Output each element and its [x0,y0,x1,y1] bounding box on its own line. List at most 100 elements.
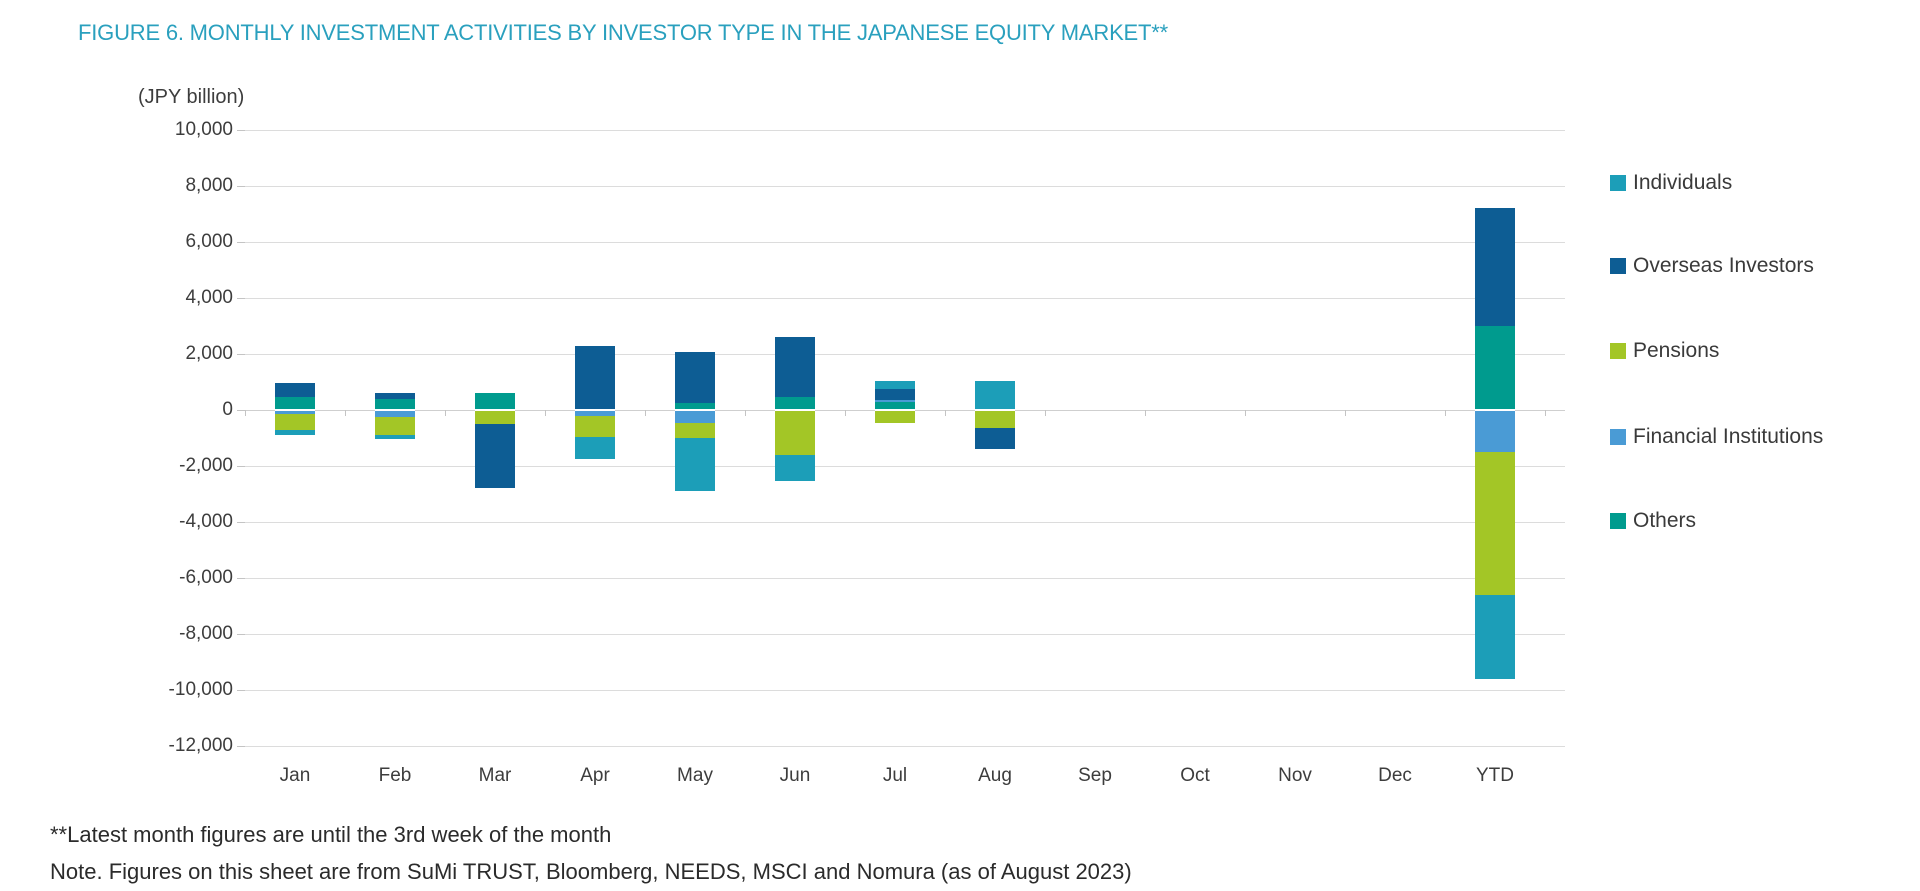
category-boundary-tick [1345,410,1346,416]
zero-line-over-bar [875,409,915,411]
zero-line-over-bar [375,409,415,411]
category-boundary-tick [945,410,946,416]
bar-segment-jan-overseas-investors [275,383,315,398]
bar-segment-ytd-overseas-investors [1475,208,1515,326]
y-tick-label: 0 [222,399,233,420]
footnote-latest-month: **Latest month figures are until the 3rd… [50,822,612,847]
y-tick-label: 2,000 [185,343,233,364]
y-axis-tick [237,466,245,467]
gridline-8,000 [245,186,1565,187]
bar-segment-feb-overseas-investors [375,393,415,399]
gridline--10,000 [245,690,1565,691]
category-boundary-tick [1245,410,1246,416]
legend-item-pensions: Pensions [1610,339,1719,363]
bar-segment-jun-overseas-investors [775,337,815,398]
x-axis-label-feb: Feb [378,765,412,786]
y-tick-label: -12,000 [168,735,233,756]
zero-line-over-bar [1475,409,1515,411]
bar-segment-jul-others [875,401,915,410]
y-axis-tick [237,634,245,635]
bar-segment-mar-others [475,393,515,410]
x-axis-label-may: May [677,765,713,786]
gridline--4,000 [245,522,1565,523]
x-axis-label-jul: Jul [882,765,908,786]
zero-line-over-bar [775,409,815,411]
gridline-4,000 [245,298,1565,299]
zero-line-over-bar [975,409,1015,411]
y-axis-tick [237,186,245,187]
y-axis-tick [237,242,245,243]
legend-label-financial-institutions: Financial Institutions [1633,425,1824,448]
category-boundary-tick [845,410,846,416]
bar-segment-aug-overseas-investors [975,428,1015,450]
zero-line-over-bar [675,409,715,411]
legend-swatch-individuals [1610,175,1626,191]
y-axis-tick [237,354,245,355]
bar-segment-mar-pensions [475,410,515,424]
bar-segment-may-financial-institutions [675,410,715,423]
bar-segment-apr-overseas-investors [575,345,615,410]
bar-segment-jan-others [275,397,315,410]
legend-swatch-pensions [1610,343,1626,359]
x-axis-label-sep: Sep [1078,765,1112,786]
bar-segment-jun-pensions [775,410,815,455]
bar-segment-aug-pensions [975,410,1015,429]
y-tick-label: 4,000 [185,287,233,308]
zero-line-over-bar [475,409,515,411]
legend-label-individuals: Individuals [1633,171,1733,194]
legend-item-others: Others [1610,509,1696,533]
gridline--8,000 [245,634,1565,635]
bar-segment-ytd-financial-institutions [1475,410,1515,452]
gridline-2,000 [245,354,1565,355]
bar-segment-may-individuals [675,438,715,492]
zero-line-over-bar [575,409,615,411]
gridline--2,000 [245,466,1565,467]
chart-legend: Individuals Overseas Investors Pensions … [1610,0,1910,600]
y-axis-tick [237,298,245,299]
x-axis-label-jun: Jun [779,765,811,786]
gridline-10,000 [245,130,1565,131]
legend-label-others: Others [1633,509,1697,532]
bar-segment-jan-individuals [275,429,315,435]
category-boundary-tick [745,410,746,416]
legend-item-financial-institutions: Financial Institutions [1610,425,1823,449]
x-axis-label-dec: Dec [1378,765,1412,786]
y-axis-unit-label: (JPY billion) [138,86,245,108]
bar-segment-apr-individuals [575,436,615,459]
legend-swatch-overseas-investors [1610,258,1626,274]
category-boundary-tick [1445,410,1446,416]
y-axis-tick [237,690,245,691]
y-tick-label: -2,000 [179,455,233,476]
category-boundary-tick [345,410,346,416]
x-axis-label-mar: Mar [478,765,512,786]
bar-segment-jul-individuals [875,380,915,389]
gridline--6,000 [245,578,1565,579]
footnote-source: Note. Figures on this sheet are from SuM… [50,859,1132,884]
bar-segment-jul-financial-institutions [875,400,915,402]
category-boundary-tick [245,410,246,416]
x-axis-label-aug: Aug [978,765,1012,786]
plot-area: Jan Feb Mar Apr May Jun Jul Aug Sep Oct Nov Dec YTD [245,130,1565,786]
y-axis-tick [237,130,245,131]
bar-segment-feb-financial-institutions [375,410,415,417]
y-tick-label: -10,000 [168,679,233,700]
bar-segment-apr-pensions [575,415,615,437]
bar-segment-aug-individuals [975,380,1015,410]
bar-segment-may-pensions [675,422,715,438]
y-tick-label: -8,000 [179,623,233,644]
category-boundary-tick [445,410,446,416]
legend-item-individuals: Individuals [1610,171,1732,195]
bar-segment-ytd-individuals [1475,594,1515,679]
legend-item-overseas-investors: Overseas Investors [1610,254,1814,278]
category-boundary-tick [545,410,546,416]
bar-segment-jun-individuals [775,454,815,482]
legend-label-pensions: Pensions [1633,339,1720,362]
figure-title: FIGURE 6. MONTHLY INVESTMENT ACTIVITIES … [78,20,1168,45]
bar-segment-feb-individuals [375,435,415,439]
bar-segment-ytd-pensions [1475,452,1515,595]
bar-segment-jun-others [775,397,815,410]
category-boundary-tick [1145,410,1146,416]
bar-segment-apr-financial-institutions [575,410,615,416]
bar-segment-ytd-others [1475,326,1515,410]
gridline--12,000 [245,746,1565,747]
